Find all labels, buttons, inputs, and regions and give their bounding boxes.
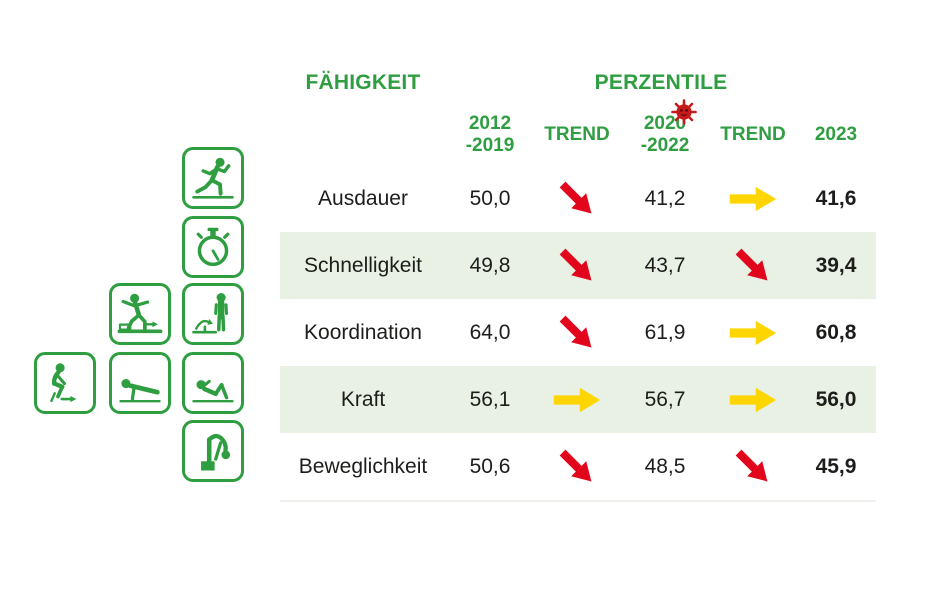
sideways-jump-icon [192, 292, 229, 334]
value-2023: 45,9 [815, 454, 857, 478]
trend-1-cell [534, 181, 620, 213]
value-2023: 41,6 [815, 186, 857, 210]
value-2023: 60,8 [815, 320, 857, 344]
trend-2-cell [710, 320, 796, 346]
value-2023: 39,4 [815, 253, 857, 277]
balance-beam-icon [117, 293, 163, 334]
table-body: Ausdauer 50,0 41,2 41,6 Schnelligkeit 4 [280, 165, 876, 502]
coronavirus-icon [669, 96, 699, 126]
stand-and-reach-icon [201, 433, 231, 471]
period-2020-2022-header: 2020 -2022 [620, 113, 710, 157]
value-2020-2022: 61,9 [644, 320, 686, 344]
table-row-ausdauer: Ausdauer 50,0 41,2 41,6 [280, 165, 876, 232]
standing-long-jump-icon [50, 363, 77, 403]
endurance-run-icon [192, 157, 234, 199]
row-label: Schnelligkeit [304, 253, 422, 277]
endurance-run-tile [182, 147, 244, 209]
trend-1-cell [534, 449, 620, 481]
value-2012-2019: 50,0 [469, 186, 511, 210]
row-label: Kraft [340, 387, 386, 411]
trend-arrow-icon [729, 320, 777, 346]
period2-line1: 2020 [643, 113, 687, 134]
push-up-icon [119, 378, 161, 403]
trend-2-cell [710, 449, 796, 481]
value-2012-2019: 56,1 [469, 387, 511, 411]
value-2020-2022: 43,7 [644, 253, 686, 277]
table-header-row-2: 2012 -2019 TREND 2020 -2022 TREND 2023 [280, 112, 876, 158]
sprint-stopwatch-icon [196, 227, 230, 267]
percentile-column-header: PERZENTILE [594, 71, 728, 94]
push-up-tile [109, 352, 171, 414]
table-row-kraft: Kraft 56,1 56,7 56,0 [280, 366, 876, 433]
table-row-beweglichkeit: Beweglichkeit 50,6 48,5 45,9 [280, 433, 876, 502]
sit-up-icon [192, 379, 234, 403]
row-label: Ausdauer [318, 186, 408, 210]
trend-arrow-icon [554, 443, 600, 489]
period1-line1: 2012 [468, 113, 512, 134]
trend-arrow-icon [729, 186, 777, 212]
value-2012-2019: 50,6 [469, 454, 511, 478]
year-2023-header: 2023 [814, 124, 858, 145]
value-2020-2022: 48,5 [644, 454, 686, 478]
sit-up-tile [182, 352, 244, 414]
value-2023: 56,0 [815, 387, 857, 411]
trend-1-cell [534, 387, 620, 413]
trend-2-cell [710, 387, 796, 413]
stand-and-reach-tile [182, 420, 244, 482]
value-2020-2022: 56,7 [644, 387, 686, 411]
standing-long-jump-tile [34, 352, 96, 414]
period-2012-2019-header: 2012 -2019 [446, 113, 534, 157]
row-label: Koordination [304, 320, 422, 344]
trend-1-cell [534, 248, 620, 280]
trend-header-2: TREND [720, 124, 786, 145]
trend-2-cell [710, 248, 796, 280]
sideways-jump-tile [182, 283, 244, 345]
trend-arrow-icon [554, 309, 600, 355]
period2-line2: -2022 [640, 135, 690, 156]
table-row-schnelligkeit: Schnelligkeit 49,8 43,7 39,4 [280, 232, 876, 299]
sprint-stopwatch-tile [182, 216, 244, 278]
row-label: Beweglichkeit [298, 454, 428, 478]
trend-arrow-icon [729, 387, 777, 413]
value-2012-2019: 64,0 [469, 320, 511, 344]
trend-arrow-icon [554, 242, 600, 288]
trend-arrow-icon [730, 242, 776, 288]
table-row-koordination: Koordination 64,0 61,9 60,8 [280, 299, 876, 366]
period1-line2: -2019 [465, 135, 515, 156]
ability-column-header: FÄHIGKEIT [305, 71, 421, 94]
trend-2-cell [710, 186, 796, 212]
trend-arrow-icon [730, 443, 776, 489]
value-2020-2022: 41,2 [644, 186, 686, 210]
trend-arrow-icon [554, 175, 600, 221]
trend-1-cell [534, 315, 620, 347]
trend-arrow-icon [553, 387, 601, 413]
value-2012-2019: 49,8 [469, 253, 511, 277]
percentile-table: FÄHIGKEIT PERZENTILE 2012 -2019 TREND 20… [280, 70, 876, 502]
trend-header-1: TREND [544, 124, 610, 145]
table-header-row-1: FÄHIGKEIT PERZENTILE [280, 70, 876, 96]
balance-beam-tile [109, 283, 171, 345]
